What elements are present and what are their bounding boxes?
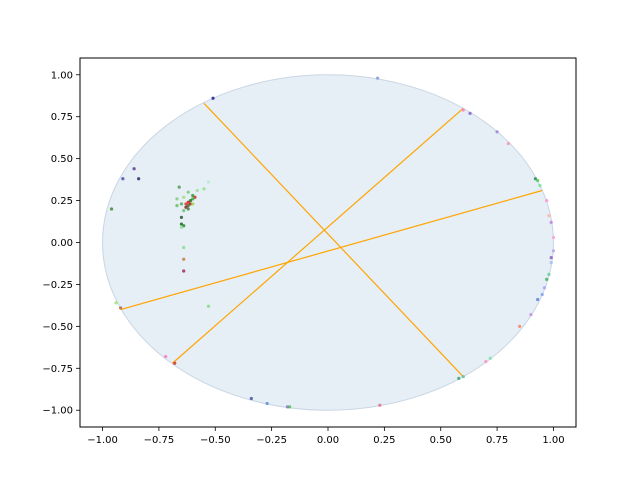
y-tick-label: −0.75 <box>42 364 73 375</box>
y-tick-label: −0.50 <box>42 322 73 333</box>
scatter-point <box>186 207 190 211</box>
scatter-point <box>164 354 168 359</box>
scatter-point <box>506 141 510 146</box>
scatter-point <box>518 324 522 328</box>
scatter-point <box>182 257 186 261</box>
scatter-point <box>549 255 553 260</box>
y-tick-label: 0.50 <box>51 154 73 165</box>
scatter-point <box>536 178 540 183</box>
scatter-point <box>551 249 556 253</box>
scatter-point <box>179 202 184 206</box>
y-tick-label: −0.25 <box>42 280 73 291</box>
scatter-point <box>206 304 211 308</box>
scatter-point <box>249 396 253 401</box>
scatter-point <box>547 214 551 218</box>
scatter-point <box>288 405 292 409</box>
scatter-point <box>542 286 547 290</box>
x-axis: −1.00 −0.75 −0.50 −0.25 0.00 0.25 0.50 0.75 1.00 <box>87 427 565 446</box>
y-tick-label: −1.00 <box>42 406 73 417</box>
scatter-point <box>538 183 542 188</box>
scatter-point <box>211 96 215 100</box>
scatter-point <box>182 209 186 213</box>
scatter-point <box>186 190 190 194</box>
scatter-point <box>193 195 197 199</box>
scatter-point <box>188 202 193 206</box>
scatter-point <box>191 197 195 201</box>
x-tick-label: 0.00 <box>317 435 339 446</box>
scatter-point <box>488 356 492 360</box>
scatter-point <box>173 361 177 365</box>
scatter-point <box>177 185 181 189</box>
scatter-point <box>179 225 184 230</box>
x-tick-label: 0.75 <box>486 435 508 446</box>
x-tick-label: 1.00 <box>542 435 564 446</box>
scatter-point <box>495 130 499 134</box>
scatter-point <box>461 375 465 379</box>
scatter-point <box>182 224 186 228</box>
scatter-point <box>182 195 186 199</box>
scatter-point <box>182 269 186 273</box>
points-layer <box>109 76 556 409</box>
scatter-point <box>547 272 551 276</box>
y-axis: −1.00 −0.75 −0.50 −0.25 0.00 0.25 0.50 0.75 1.00 <box>42 70 80 417</box>
scatter-point <box>461 108 465 112</box>
x-tick-label: −0.75 <box>144 435 175 446</box>
y-tick-label: 0.75 <box>51 112 73 123</box>
scatter-point <box>206 180 211 184</box>
scatter-point <box>195 188 199 193</box>
scatter-point <box>265 401 269 406</box>
scatter-point <box>132 167 136 171</box>
scatter-point <box>175 204 179 208</box>
y-tick-label: 0.00 <box>51 238 73 249</box>
unit-disk <box>102 74 554 411</box>
scatter-point <box>202 187 206 191</box>
scatter-point <box>109 207 114 211</box>
scatter-point <box>179 222 184 226</box>
x-tick-label: 0.25 <box>373 435 395 446</box>
scatter-point <box>529 313 533 317</box>
scatter-point <box>551 235 556 240</box>
scatter-point <box>468 111 472 115</box>
x-tick-label: −1.00 <box>87 435 118 446</box>
x-tick-label: −0.25 <box>256 435 287 446</box>
x-tick-label: −0.50 <box>200 435 231 446</box>
geodesic-line-1 <box>203 102 464 378</box>
scatter-point <box>182 245 186 250</box>
scatter-point <box>378 403 382 407</box>
scatter-point <box>118 306 123 310</box>
disk-layer <box>102 74 554 411</box>
scatter-point <box>545 198 549 203</box>
scatter-point <box>184 202 188 206</box>
scatter-point <box>191 202 195 206</box>
scatter-point <box>285 405 290 409</box>
scatter-point <box>533 177 538 181</box>
scatter-point <box>179 215 184 219</box>
scatter-point <box>376 76 380 80</box>
scatter-point <box>186 204 190 208</box>
scatter-point <box>536 297 540 302</box>
geodesic-layer <box>120 102 543 378</box>
scatter-point <box>549 220 553 224</box>
scatter-point <box>484 359 488 364</box>
scatter-point <box>457 376 461 380</box>
y-tick-label: 1.00 <box>51 70 73 81</box>
scatter-point <box>186 200 190 204</box>
y-tick-label: 0.25 <box>51 196 73 207</box>
scatter-point <box>545 277 549 281</box>
scatter-point <box>121 177 125 181</box>
scatter-point <box>175 197 179 201</box>
scatter-point <box>137 177 141 181</box>
scatter-point <box>549 261 553 265</box>
geodesic-line-3 <box>120 189 543 311</box>
scatter-point <box>184 205 188 209</box>
scatter-point <box>188 198 193 203</box>
scatter-point <box>540 292 544 297</box>
scatter-point <box>191 193 195 198</box>
scatter-point <box>114 301 118 305</box>
geodesic-line-2 <box>172 107 464 364</box>
x-tick-label: 0.50 <box>430 435 452 446</box>
